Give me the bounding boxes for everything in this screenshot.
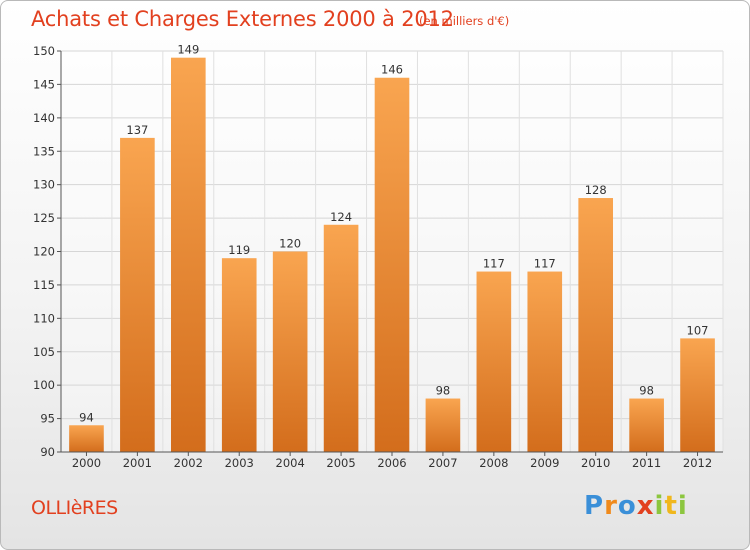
y-tick-label: 140 bbox=[33, 111, 55, 125]
logo-letter: t bbox=[664, 491, 678, 521]
chart-unit: (en milliers d'€) bbox=[419, 14, 510, 28]
bar bbox=[69, 425, 104, 452]
x-tick-label: 2011 bbox=[632, 456, 661, 470]
x-tick-label: 2002 bbox=[174, 456, 203, 470]
bar-value-label: 117 bbox=[534, 257, 556, 271]
bar bbox=[578, 198, 614, 452]
logo-letter: i bbox=[677, 491, 688, 521]
x-tick-label: 2005 bbox=[326, 456, 355, 470]
bar-value-label: 128 bbox=[585, 183, 607, 197]
bar bbox=[629, 398, 664, 452]
bar bbox=[323, 224, 359, 452]
labels: 90 95 100 105 110 115 120 125 130 135 140 145 150 94 2… bbox=[33, 43, 712, 470]
bar-value-label: 94 bbox=[79, 410, 94, 424]
proxiti-logo: Proxiti bbox=[584, 491, 688, 521]
bar-value-label: 107 bbox=[687, 323, 709, 337]
x-tick-label: 2004 bbox=[276, 456, 305, 470]
logo-letter: o bbox=[617, 491, 637, 521]
y-tick-label: 110 bbox=[33, 311, 55, 325]
bar-value-label: 149 bbox=[177, 43, 199, 57]
bar-value-label: 124 bbox=[330, 210, 352, 224]
axes bbox=[57, 50, 723, 456]
y-tick-label: 100 bbox=[33, 378, 55, 392]
y-tick-label: 120 bbox=[33, 245, 55, 259]
logo-letter: i bbox=[654, 491, 665, 521]
bar bbox=[374, 77, 410, 452]
y-tick-label: 135 bbox=[33, 144, 55, 158]
bar-value-label: 120 bbox=[279, 237, 301, 251]
bar bbox=[272, 251, 308, 452]
bar-value-label: 119 bbox=[228, 243, 250, 257]
y-tick-label: 125 bbox=[33, 211, 55, 225]
y-tick-label: 145 bbox=[33, 77, 55, 91]
logo-letter: x bbox=[636, 491, 655, 521]
bar bbox=[527, 271, 563, 452]
bar-value-label: 137 bbox=[126, 123, 148, 137]
x-tick-label: 2000 bbox=[72, 456, 101, 470]
x-tick-label: 2010 bbox=[581, 456, 610, 470]
y-tick-label: 90 bbox=[40, 445, 55, 459]
bar bbox=[170, 57, 206, 452]
y-tick-label: 105 bbox=[33, 345, 55, 359]
y-tick-label: 95 bbox=[40, 412, 55, 426]
bar bbox=[476, 271, 512, 452]
bar-value-label: 117 bbox=[483, 257, 505, 271]
y-tick-label: 130 bbox=[33, 178, 55, 192]
bars bbox=[69, 57, 715, 452]
x-tick-label: 2008 bbox=[479, 456, 508, 470]
y-tick-label: 150 bbox=[33, 44, 55, 58]
bar-value-label: 146 bbox=[381, 63, 403, 77]
chart-title: Achats et Charges Externes 2000 à 2012 bbox=[31, 7, 454, 31]
logo-letter: r bbox=[604, 491, 618, 521]
x-tick-label: 2009 bbox=[530, 456, 559, 470]
bar-value-label: 98 bbox=[639, 384, 654, 398]
logo-letter: P bbox=[584, 491, 605, 521]
x-tick-label: 2007 bbox=[428, 456, 457, 470]
bar bbox=[221, 258, 257, 452]
bar bbox=[425, 398, 461, 452]
x-tick-label: 2006 bbox=[377, 456, 406, 470]
x-tick-label: 2012 bbox=[683, 456, 712, 470]
x-tick-label: 2003 bbox=[225, 456, 254, 470]
bar-value-label: 98 bbox=[436, 384, 451, 398]
bar bbox=[680, 338, 715, 452]
commune-name: OLLIèRES bbox=[31, 497, 118, 519]
x-tick-label: 2001 bbox=[123, 456, 152, 470]
bar bbox=[120, 137, 155, 452]
y-tick-label: 115 bbox=[33, 278, 55, 292]
